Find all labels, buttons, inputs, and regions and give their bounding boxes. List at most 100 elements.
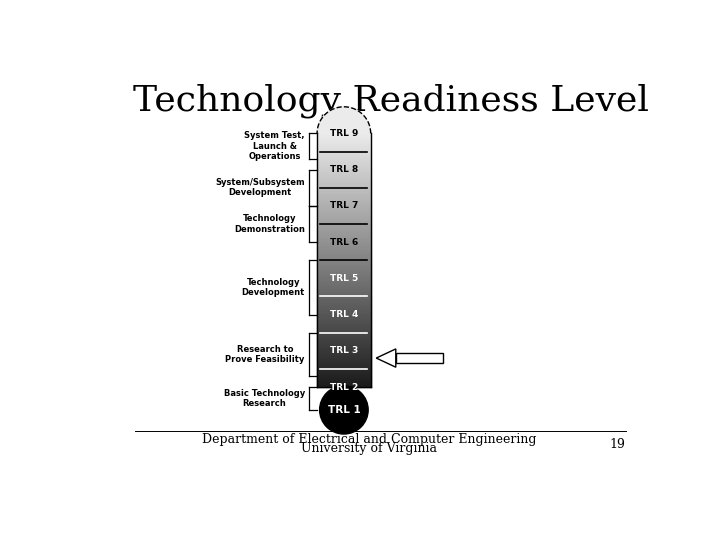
Polygon shape — [317, 180, 371, 181]
Text: Technology
Development: Technology Development — [242, 278, 305, 297]
Polygon shape — [317, 318, 371, 319]
Polygon shape — [317, 222, 371, 223]
Polygon shape — [317, 139, 371, 140]
Polygon shape — [317, 281, 371, 282]
Polygon shape — [317, 252, 371, 253]
Polygon shape — [317, 280, 371, 281]
Polygon shape — [317, 247, 371, 248]
Polygon shape — [317, 344, 371, 345]
Text: TRL 2: TRL 2 — [330, 382, 358, 392]
Text: Technology
Demonstration: Technology Demonstration — [234, 214, 305, 234]
Polygon shape — [317, 134, 371, 135]
Polygon shape — [317, 174, 371, 175]
Polygon shape — [317, 230, 371, 231]
Polygon shape — [317, 361, 371, 362]
Polygon shape — [317, 202, 371, 204]
Polygon shape — [317, 310, 371, 311]
Polygon shape — [317, 343, 371, 344]
Polygon shape — [317, 195, 371, 196]
Polygon shape — [317, 147, 371, 148]
Polygon shape — [317, 223, 371, 224]
Polygon shape — [317, 137, 371, 138]
Text: TRL 6: TRL 6 — [330, 238, 358, 247]
Polygon shape — [317, 205, 371, 206]
Polygon shape — [317, 238, 371, 239]
Polygon shape — [317, 321, 371, 322]
Text: TRL 1: TRL 1 — [328, 405, 360, 415]
Polygon shape — [317, 303, 371, 304]
Polygon shape — [317, 187, 371, 188]
Polygon shape — [317, 356, 371, 357]
Polygon shape — [317, 146, 371, 147]
Polygon shape — [317, 386, 371, 387]
Text: TRL 4: TRL 4 — [330, 310, 358, 319]
Polygon shape — [317, 179, 371, 180]
Polygon shape — [317, 352, 371, 353]
Polygon shape — [317, 233, 371, 234]
Polygon shape — [317, 172, 371, 173]
Polygon shape — [317, 229, 371, 230]
Polygon shape — [317, 140, 371, 141]
Polygon shape — [317, 383, 371, 384]
Polygon shape — [317, 156, 371, 157]
Polygon shape — [317, 365, 371, 366]
Polygon shape — [317, 283, 371, 284]
Polygon shape — [317, 216, 371, 217]
Polygon shape — [317, 371, 371, 372]
Text: TRL 9: TRL 9 — [330, 129, 358, 138]
Polygon shape — [317, 141, 371, 142]
Polygon shape — [317, 142, 371, 143]
Polygon shape — [317, 215, 371, 216]
Polygon shape — [317, 206, 371, 207]
Polygon shape — [317, 350, 371, 352]
Polygon shape — [317, 237, 371, 238]
Polygon shape — [317, 341, 371, 342]
Polygon shape — [317, 320, 371, 321]
Polygon shape — [317, 326, 371, 327]
Polygon shape — [317, 327, 371, 328]
Polygon shape — [317, 194, 371, 195]
Polygon shape — [317, 346, 371, 347]
Polygon shape — [317, 329, 371, 330]
Text: University of Virginia: University of Virginia — [301, 442, 437, 455]
Polygon shape — [317, 165, 371, 166]
Polygon shape — [317, 279, 371, 280]
Polygon shape — [317, 193, 371, 194]
Polygon shape — [317, 282, 371, 283]
Polygon shape — [317, 170, 371, 171]
Polygon shape — [317, 169, 371, 170]
Polygon shape — [317, 199, 371, 200]
Polygon shape — [317, 239, 371, 240]
Polygon shape — [317, 313, 371, 314]
Polygon shape — [317, 250, 371, 251]
Polygon shape — [317, 212, 371, 213]
Polygon shape — [317, 231, 371, 232]
Polygon shape — [317, 224, 371, 225]
Polygon shape — [317, 287, 371, 288]
Polygon shape — [317, 268, 371, 269]
Text: TRL 7: TRL 7 — [330, 201, 358, 211]
Polygon shape — [317, 265, 371, 266]
Text: TRL 3: TRL 3 — [330, 346, 358, 355]
Polygon shape — [317, 333, 371, 334]
Polygon shape — [317, 349, 371, 350]
Polygon shape — [317, 204, 371, 205]
Polygon shape — [317, 284, 371, 285]
Text: 19: 19 — [610, 437, 626, 450]
Polygon shape — [317, 107, 371, 133]
Polygon shape — [317, 319, 371, 320]
Text: System/Subsystem
Development: System/Subsystem Development — [215, 178, 305, 198]
Polygon shape — [317, 214, 371, 215]
Polygon shape — [377, 349, 396, 367]
Polygon shape — [317, 277, 371, 278]
Polygon shape — [317, 254, 371, 255]
Polygon shape — [317, 249, 371, 250]
Polygon shape — [317, 168, 371, 169]
Polygon shape — [317, 208, 371, 210]
Polygon shape — [317, 274, 371, 275]
Polygon shape — [317, 235, 371, 237]
Polygon shape — [317, 244, 371, 245]
Polygon shape — [317, 219, 371, 220]
Polygon shape — [317, 355, 371, 356]
Polygon shape — [317, 348, 371, 349]
